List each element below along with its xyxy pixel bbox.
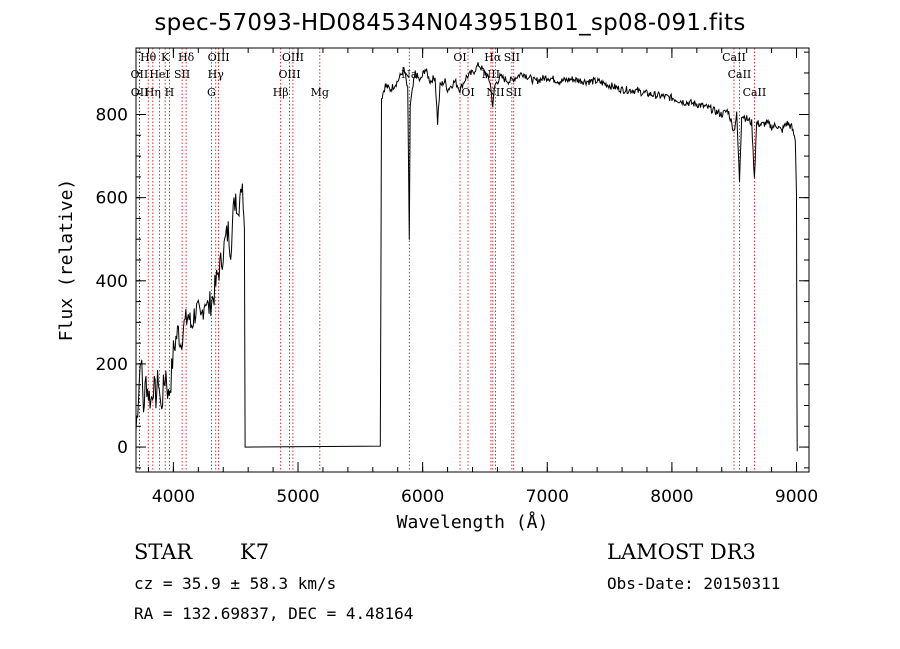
obs-date: Obs-Date: 20150311 [607,574,781,593]
x-tick-label: 9000 [775,487,818,507]
y-axis-label: Flux (relative) [56,179,77,342]
line-label-sii: SII [174,68,190,81]
line-label-oii: OII [131,68,149,81]
line-label-sii: SII [504,51,520,64]
y-tick-label: 0 [117,438,128,458]
x-tick-label: 5000 [276,487,319,507]
y-tick-label: 800 [96,106,128,126]
line-label-na: Na [401,68,418,81]
line-label-hδ: Hδ [178,51,195,64]
x-tick-label: 4000 [152,487,195,507]
line-label-oiii: OIII [282,51,304,64]
y-tick-label: 600 [96,189,128,209]
line-label-oiii: OIII [279,68,301,81]
line-label-k: K [161,51,170,64]
line-label-oiii: OIII [208,51,230,64]
object-subclass: K7 [240,540,270,564]
line-label-sii: SII [506,86,522,99]
line-label-mg: Mg [311,86,329,99]
line-label-caii: CaII [722,51,746,64]
x-tick-label: 8000 [650,487,693,507]
redshift-cz: cz = 35.9 ± 58.3 km/s [134,574,337,593]
line-label-nii: NII [486,86,504,99]
line-label-oii: OII [131,86,149,99]
y-tick-label: 200 [96,355,128,375]
line-label-hei: HeI [149,68,169,81]
line-label-nii: NII [482,68,500,81]
line-label-caii: CaII [743,86,767,99]
line-label-oi: OI [461,86,474,99]
line-label-h: H [165,86,175,99]
survey-name: LAMOST DR3 [607,540,756,564]
chart-title: spec-57093-HD084534N043951B01_sp08-091.f… [154,10,746,36]
line-label-caii: CaII [728,68,752,81]
line-label-hα: Hα [484,51,502,64]
line-label-hβ: Hβ [273,86,289,99]
spectrum-line [135,62,798,452]
object-class: STAR [134,540,193,564]
line-label-hθ: Hθ [140,51,157,64]
line-label-g: G [207,86,216,99]
line-label-hη: Hη [145,86,161,99]
x-tick-label: 7000 [526,487,569,507]
x-tick-label: 6000 [401,487,444,507]
x-axis-label: Wavelength (Å) [397,511,549,533]
line-label-oi: OI [453,51,466,64]
y-tick-label: 400 [96,272,128,292]
plot-frame [135,47,810,473]
ra-dec: RA = 132.69837, DEC = 4.48164 [134,604,414,623]
line-label-hγ: Hγ [208,68,225,81]
